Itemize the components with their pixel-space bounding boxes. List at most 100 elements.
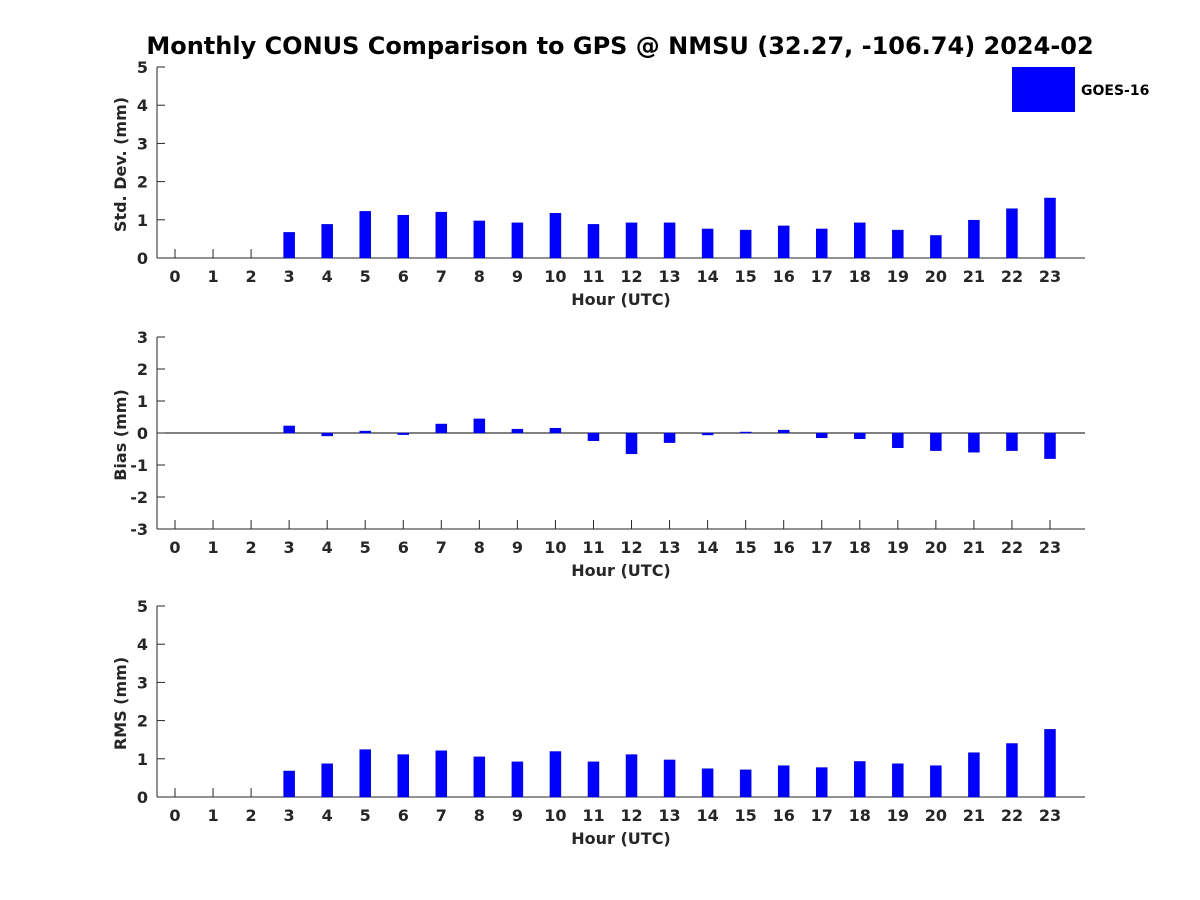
bias-y-tick-label: -2 [130,488,148,507]
bias-bar-hour-7 [435,423,448,434]
rms-bar-hour-4 [321,763,333,798]
rms-x-tick-label: 4 [322,806,333,825]
rms-bar-hour-11 [587,761,600,798]
rms-x-tick-label: 8 [474,806,485,825]
bias-y-tick-label: 3 [137,328,148,347]
bias-x-tick-label: 13 [658,538,680,557]
bias-x-tick-label: 22 [1001,538,1023,557]
rms-x-label: Hour (UTC) [571,829,671,848]
bias-bar-hour-6 [397,432,410,435]
std-dev-x-tick-label: 14 [696,267,718,286]
rms-bar-hour-22 [1006,743,1018,798]
rms-x-tick-label: 0 [169,806,180,825]
bias-bar-hour-22 [1006,432,1018,451]
rms-x-tick-label: 20 [925,806,947,825]
rms-x-tick-label: 11 [582,806,604,825]
bias-x-tick-label: 15 [735,538,757,557]
rms-y-tick-label: 5 [137,597,148,616]
std-dev-x-tick-label: 0 [169,267,180,286]
rms-bar-hour-9 [511,761,524,798]
bias-x-tick-label: 2 [246,538,257,557]
std-dev-bar-hour-21 [968,219,980,259]
bias-bar-hour-8 [473,418,486,434]
legend: GOES-16 [1012,67,1149,112]
std-dev-bar-hour-16 [777,225,790,259]
std-dev-x-tick-label: 9 [512,267,523,286]
std-dev-bar-hour-14 [701,228,714,259]
rms-x-tick-label: 19 [887,806,909,825]
std-dev-x-tick-label: 11 [582,267,604,286]
rms-bar-hour-16 [777,765,790,798]
bias-y-tick-label: -1 [130,456,148,475]
rms-y-tick-label: 1 [137,750,148,769]
bias-bar-hour-17 [815,432,828,439]
std-dev-x-label: Hour (UTC) [571,290,671,309]
rms-bar-hour-14 [701,768,714,798]
std-dev-x-tick-label: 5 [360,267,371,286]
std-dev-bar-hour-6 [397,214,410,259]
bias-x-tick-label: 6 [398,538,409,557]
rms-x-tick-label: 23 [1039,806,1061,825]
std-dev-bar-hour-13 [663,222,676,259]
std-dev-y-tick-label: 3 [137,134,148,153]
bias-y-tick-label: -3 [130,520,148,539]
std-dev-x-tick-label: 23 [1039,267,1061,286]
rms-bar-hour-19 [892,763,904,798]
bias-bar-hour-3 [283,425,295,434]
rms-x-tick-label: 6 [398,806,409,825]
bias-x-tick-label: 4 [322,538,333,557]
bias-x-tick-label: 14 [696,538,718,557]
rms-bar-hour-3 [283,770,295,798]
rms-x-tick-label: 14 [696,806,718,825]
std-dev-x-tick-label: 20 [925,267,947,286]
rms-bar-hour-23 [1044,729,1056,798]
std-dev-bar-hour-19 [892,229,904,259]
std-dev-bar-hour-15 [739,229,752,259]
std-dev-x-tick-label: 17 [811,267,833,286]
bias-x-tick-label: 0 [169,538,180,557]
rms-y-tick-label: 4 [137,635,148,654]
bias-x-label: Hour (UTC) [571,561,671,580]
std-dev-y-tick-label: 5 [137,58,148,77]
bias-bar-hour-13 [663,432,676,443]
bias-bar-hour-10 [549,427,562,434]
std-dev-x-tick-label: 4 [322,267,333,286]
rms-x-tick-label: 9 [512,806,523,825]
bias-bar-hour-20 [930,432,942,451]
std-dev-bar-hour-9 [511,222,524,259]
std-dev-x-tick-label: 7 [436,267,447,286]
bias-bar-hour-12 [625,432,638,455]
std-dev-bar-hour-17 [815,228,828,259]
chart-title: Monthly CONUS Comparison to GPS @ NMSU (… [146,32,1093,60]
rms-x-tick-label: 21 [963,806,985,825]
std-dev-bar-hour-4 [321,224,333,259]
std-dev-bar-hour-10 [549,213,562,259]
bias-y-tick-label: 2 [137,360,148,379]
legend-swatch [1012,67,1075,112]
bias-y-tick-label: 1 [137,392,148,411]
rms-bar-hour-17 [815,767,828,798]
rms-x-tick-label: 18 [849,806,871,825]
rms-y-label: RMS (mm) [111,657,130,750]
std-dev-x-tick-label: 15 [735,267,757,286]
std-dev-bar-hour-20 [930,235,942,259]
std-dev-x-tick-label: 19 [887,267,909,286]
bias-y-label: Bias (mm) [111,389,130,481]
std-dev-bar-hour-23 [1044,197,1056,259]
bias-x-tick-label: 20 [925,538,947,557]
bias-bar-hour-5 [359,430,371,434]
std-dev-x-tick-label: 10 [544,267,566,286]
rms-bar-hour-6 [397,754,410,798]
bias-y-tick-label: 0 [137,424,148,443]
bias-bar-hour-11 [587,432,600,441]
bias-bar-hour-4 [321,432,333,437]
rms-y-tick-label: 0 [137,788,148,807]
rms-x-tick-label: 22 [1001,806,1023,825]
rms-x-tick-label: 7 [436,806,447,825]
rms-bar-hour-5 [359,749,371,798]
rms-bar-hour-15 [739,769,752,798]
rms-x-tick-label: 12 [620,806,642,825]
